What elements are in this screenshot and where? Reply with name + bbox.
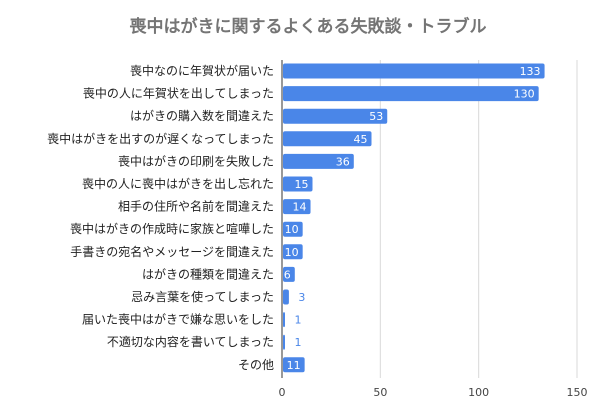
category-label: はがきの種類を間違えた	[142, 266, 274, 281]
bar	[283, 266, 295, 282]
category-label: その他	[238, 358, 274, 372]
bar	[283, 86, 539, 102]
category-label: 喪中なのに年賀状が届いた	[130, 63, 274, 78]
bar	[283, 131, 372, 147]
bar	[283, 153, 354, 169]
bar	[283, 63, 545, 79]
category-label: 喪中はがきの印刷を失敗した	[118, 153, 274, 168]
bar	[283, 312, 285, 328]
value-label: 10	[285, 223, 299, 236]
value-label: 6	[284, 268, 291, 281]
x-tick-label: 100	[468, 386, 489, 399]
bar	[283, 199, 311, 215]
value-label: 15	[295, 178, 309, 191]
value-label: 45	[354, 133, 368, 146]
value-label: 53	[369, 110, 383, 123]
bar	[283, 334, 285, 350]
bar	[283, 357, 305, 373]
category-label: 手書きの宛名やメッセージを間違えた	[70, 244, 274, 259]
bar	[283, 244, 303, 260]
value-label: 10	[285, 246, 299, 259]
bar	[283, 108, 388, 124]
bar	[283, 176, 313, 192]
value-label: 3	[298, 291, 305, 304]
chart-title: 喪中はがきに関するよくある失敗談・トラブル	[130, 16, 487, 37]
category-label: 喪中の人に喪中はがきを出し忘れた	[82, 176, 274, 191]
category-label: 忌み言葉を使ってしまった	[131, 289, 274, 304]
category-label: 喪中の人に年賀状を出してしまった	[83, 86, 274, 101]
value-label: 36	[336, 155, 350, 168]
x-tick-label: 50	[373, 386, 387, 399]
value-label: 11	[287, 359, 301, 372]
value-label: 130	[514, 88, 535, 101]
bar	[283, 289, 289, 305]
category-label: 不適切な内容を書いてしまった	[107, 334, 274, 349]
category-label: はがきの購入数を間違えた	[130, 108, 274, 123]
x-tick-label: 150	[567, 386, 588, 399]
value-label: 1	[295, 314, 302, 327]
value-label: 14	[293, 201, 307, 214]
bar	[283, 221, 303, 237]
value-label: 1	[295, 336, 302, 349]
category-label: 届いた喪中はがきで嫌な思いをした	[82, 312, 274, 327]
x-tick-label: 0	[279, 386, 286, 399]
category-label: 相手の住所や名前を間違えた	[118, 199, 274, 214]
value-label: 133	[520, 65, 541, 78]
category-label: 喪中はがきの作成時に家族と喧嘩した	[70, 221, 274, 236]
category-label: 喪中はがきを出すのが遅くなってしまった	[47, 131, 274, 146]
